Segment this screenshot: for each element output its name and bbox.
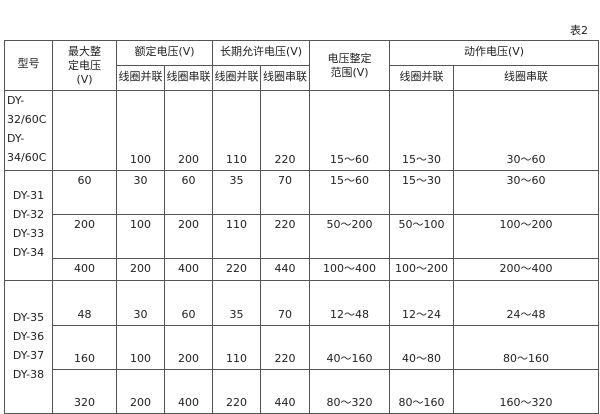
cell-rated-parallel: 30 [116,280,165,326]
cell-action-parallel: 40～80 [389,325,455,370]
cell-action-parallel: 80～160 [389,369,455,414]
cell-action-series: 30～60 [453,170,600,215]
table-row: 160 100 200 110 220 40～160 40～80 80～160 [5,325,600,370]
cell-long-term-parallel: 110 [212,214,262,259]
cell-long-term-parallel: 220 [212,258,262,281]
model-cell: DY-31 DY-32 DY-33 DY-34 [4,170,53,281]
cell-action-series: 160～320 [453,369,600,414]
header-row: 型号 最大整定电压(V) 额定电压(V) 长期允许电压(V) 电压整定范围(V)… [4,40,600,91]
table-row: DY-35 DY-36 DY-37 DY-38 48 30 60 35 70 12～48 12～24… [4,280,600,414]
header-long-term-voltage: 长期允许电压(V) [212,40,311,66]
cell-action-parallel: 15～30 [389,90,455,171]
cell-rated-series: 400 [163,369,214,414]
header-model: 型号 [4,40,53,91]
cell-setting-range: 12～48 [309,280,391,326]
cell-action-series: 200～400 [453,258,600,281]
table-row: DY-32/60C DY-34/60C 100 200 110 220 15～60 15～30… [4,90,600,171]
model-name: DY-32 [12,208,45,221]
cell-rated-series: 400 [163,258,214,281]
cell-long-term-series: 220 [260,214,311,259]
subheader-long-term-series: 线圈串联 [260,65,311,91]
cell-rated-parallel: 100 [116,325,165,370]
subheader-action-parallel: 线圈并联 [389,65,455,91]
cell-rated-series: 60 [163,280,214,326]
cell-setting-range: 100～400 [309,258,391,281]
subheader-action-series: 线圈串联 [453,65,600,91]
header-setting-range: 电压整定范围(V) [309,40,391,91]
model-cell: DY-32/60C DY-34/60C [4,90,53,171]
cell-action-parallel: 100～200 [389,258,455,281]
cell-rated-parallel: 200 [116,258,165,281]
cell-long-term-series: 440 [260,369,311,414]
cell-action-parallel: 15～30 [389,170,455,215]
header-max-setting-voltage: 最大整定电压(V) [52,40,117,91]
subheader-row: 线圈并联 线圈串联 线圈并联 线圈串联 线圈并联 线圈串联 [5,65,600,91]
model-name: DY-37 [12,348,45,362]
cell-long-term-parallel: 110 [212,90,262,171]
cell-action-series: 80～160 [453,325,600,370]
cell-long-term-parallel: 35 [212,280,262,326]
cell-setting-range: 15～60 [309,90,391,171]
cell-rated-series: 200 [163,214,214,259]
cell-max-setting-voltage: 160 [52,325,117,370]
cell-max-setting-voltage: 60 [52,170,117,215]
subheader-rated-parallel: 线圈并联 [116,65,165,91]
cell-max-setting-voltage [52,90,117,171]
cell-setting-range: 80～320 [309,369,391,414]
cell-action-series: 24～48 [453,280,600,326]
model-name: DY-31 [12,189,45,202]
cell-long-term-series: 70 [260,170,311,215]
cell-rated-parallel: 30 [116,170,165,215]
header-action-voltage: 动作电压(V) [389,40,600,66]
cell-max-setting-voltage: 320 [52,369,117,414]
model-name: DY-34 [12,246,45,259]
cell-rated-series: 200 [163,325,214,370]
cell-long-term-parallel: 220 [212,369,262,414]
subheader-long-term-parallel: 线圈并联 [212,65,262,91]
cell-action-series: 100～200 [453,214,600,259]
table-row: 200 100 200 110 220 50～200 50～100 100～200 [5,214,600,259]
table-row: 320 200 400 220 440 80～320 80～160 160～320 [5,369,600,414]
table-row: DY-31 DY-32 DY-33 DY-34 60 30 60 35 70 15～60 15～30… [4,170,600,281]
cell-max-setting-voltage: 48 [52,280,117,326]
cell-long-term-parallel: 35 [212,170,262,215]
cell-action-parallel: 50～100 [389,214,455,259]
cell-setting-range: 15～60 [309,170,391,215]
cell-action-series: 30～60 [453,90,600,171]
model-name: DY-38 [12,367,45,381]
cell-setting-range: 40～160 [309,325,391,370]
subheader-rated-series: 线圈串联 [163,65,214,91]
cell-long-term-parallel: 110 [212,325,262,370]
model-name: DY-32/60C [7,94,47,126]
model-cell: DY-35 DY-36 DY-37 DY-38 [4,280,53,414]
model-name: DY-33 [12,227,45,240]
model-name: DY-35 [12,310,45,324]
relay-spec-table: 型号 最大整定电压(V) 额定电压(V) 长期允许电压(V) 电压整定范围(V)… [4,40,600,414]
table-row: 400 200 400 220 440 100～400 100～200 200～400 [5,258,600,281]
cell-rated-series: 200 [163,90,214,171]
cell-setting-range: 50～200 [309,214,391,259]
cell-long-term-series: 220 [260,90,311,171]
cell-long-term-series: 220 [260,325,311,370]
cell-rated-series: 60 [163,170,214,215]
cell-rated-parallel: 200 [116,369,165,414]
cell-long-term-series: 70 [260,280,311,326]
table-caption: 表2 [570,24,588,37]
model-name: DY-36 [12,329,45,343]
cell-action-parallel: 12～24 [389,280,455,326]
cell-max-setting-voltage: 200 [52,214,117,259]
cell-rated-parallel: 100 [116,214,165,259]
cell-rated-parallel: 100 [116,90,165,171]
header-rated-voltage: 额定电压(V) [115,40,214,66]
cell-max-setting-voltage: 400 [52,258,117,281]
model-name: DY-34/60C [7,132,47,164]
cell-long-term-series: 440 [260,258,311,281]
